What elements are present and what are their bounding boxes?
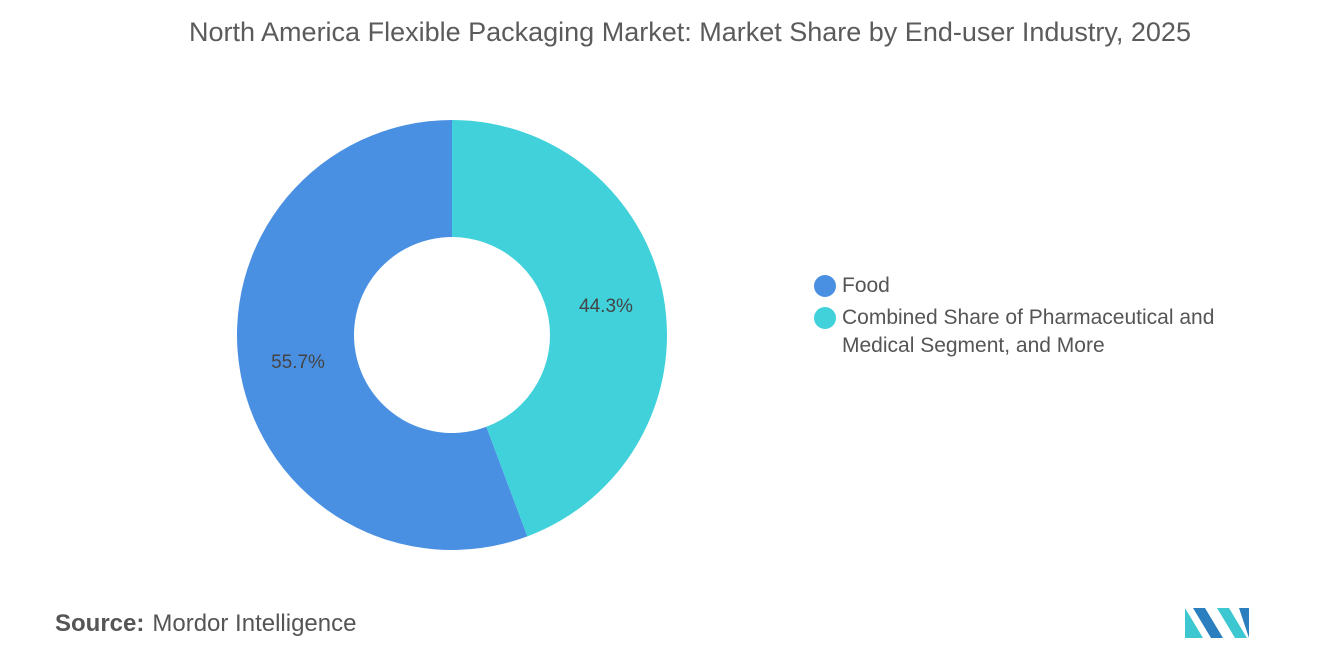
data-label: 55.7%	[271, 352, 325, 373]
source-label: Source:	[55, 610, 145, 637]
source: Source: Mordor Intelligence	[55, 610, 356, 638]
legend-item: Food	[814, 272, 1254, 300]
legend-label: Food	[842, 274, 890, 297]
legend-item: Combined Share of Pharmaceutical and Med…	[814, 304, 1254, 360]
donut-slice	[236, 120, 528, 550]
donut-slice	[452, 120, 667, 537]
logo	[1185, 608, 1249, 638]
chart-title: North America Flexible Packaging Market:…	[189, 17, 1191, 47]
source-text: Mordor Intelligence	[152, 610, 357, 637]
legend-marker	[814, 307, 836, 329]
legend-marker	[814, 275, 836, 297]
legend-label: Combined Share of Pharmaceutical and Med…	[842, 306, 1215, 357]
data-label: 44.3%	[579, 296, 633, 317]
